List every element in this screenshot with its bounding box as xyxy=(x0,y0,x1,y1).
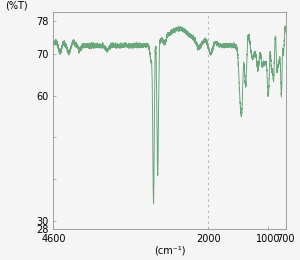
Y-axis label: (%T): (%T) xyxy=(5,0,28,10)
X-axis label: (cm⁻¹): (cm⁻¹) xyxy=(154,245,185,255)
